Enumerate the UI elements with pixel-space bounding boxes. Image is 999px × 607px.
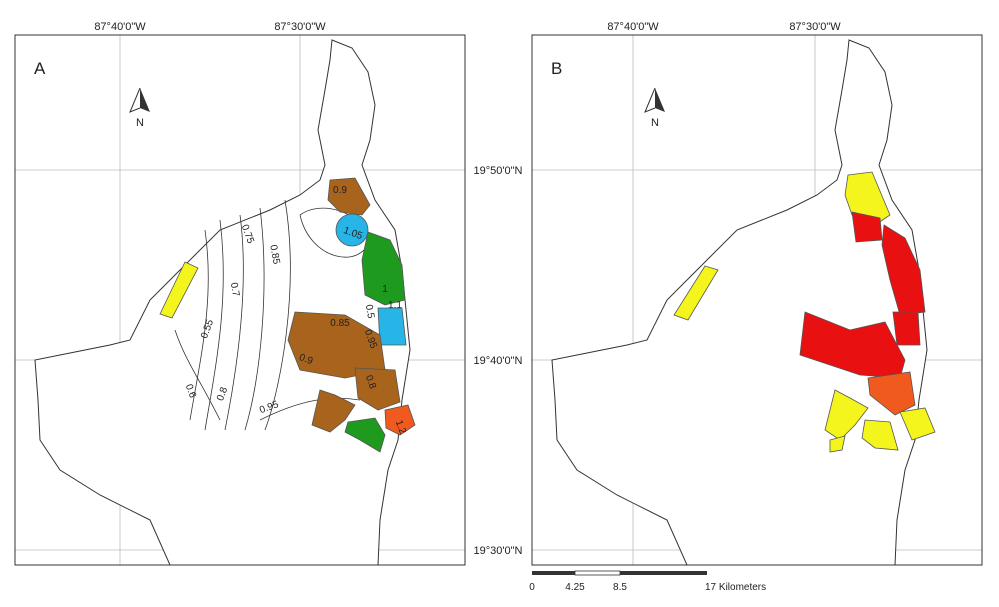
patch: [344, 417, 386, 453]
coastline: [551, 39, 928, 566]
north-label: N: [651, 117, 659, 129]
lat-label: 19°30'0"N: [474, 545, 523, 557]
frame: [14, 34, 466, 566]
contour-label: 0.85: [267, 244, 281, 266]
panel-label: A: [34, 59, 46, 78]
patch: [799, 311, 906, 379]
lon-label: 87°30'0"W: [789, 21, 841, 33]
patch: [899, 407, 936, 441]
patch: [673, 265, 719, 321]
lat-label: 19°50'0"N: [474, 165, 523, 177]
patch: [335, 213, 369, 247]
scale-segment: [532, 571, 575, 575]
contour-label: 1.2: [393, 419, 408, 436]
patch: [159, 261, 199, 319]
scale-label: 4.25: [565, 582, 585, 593]
lat-label: 19°40'0"N: [474, 355, 523, 367]
contour-label: 0.85: [330, 318, 350, 329]
lon-label: 87°40'0"W: [607, 21, 659, 33]
panel-b: B N 87°40'0"W 87°30'0"W: [531, 21, 983, 566]
scale-bar: 0 4.25 8.5 17 Kilometers: [529, 570, 766, 593]
scale-label: 0: [529, 582, 535, 593]
scale-label: 17 Kilometers: [705, 582, 766, 593]
scale-segment: [574, 570, 621, 576]
patch: [867, 371, 916, 416]
patch: [892, 311, 921, 346]
north-label: N: [136, 117, 144, 129]
scale-segment: [620, 571, 707, 575]
patch: [377, 307, 407, 346]
north-arrow: [655, 88, 665, 112]
contour-label: 0.6: [183, 383, 198, 400]
contour-label: 0.9: [297, 352, 314, 367]
panel-a: 0.91.050.750.850.70.550.6 0.80.950.850.95…: [14, 21, 466, 566]
contour-label: 1: [382, 284, 388, 295]
contour-label: 0.7: [228, 282, 241, 298]
patch: [829, 435, 846, 453]
contour-label: 0.5: [363, 304, 376, 320]
patch: [824, 389, 869, 441]
lon-label: 87°30'0"W: [274, 21, 326, 33]
patch: [361, 231, 406, 306]
contour-label: 0.9: [333, 185, 347, 196]
patch: [311, 389, 356, 433]
north-arrow: [644, 87, 656, 113]
contour-label: 1.1: [388, 300, 402, 311]
patch: [851, 211, 883, 243]
contour-label: 0.8: [215, 385, 230, 402]
scale-label: 8.5: [613, 582, 627, 593]
panel-label: B: [551, 59, 562, 78]
patch: [354, 367, 401, 411]
patch: [861, 419, 899, 451]
patch: [384, 404, 416, 436]
frame: [531, 34, 983, 566]
contour-label: 0.8: [363, 374, 378, 391]
north-arrow: [140, 88, 150, 112]
lon-label: 87°40'0"W: [94, 21, 146, 33]
patch: [327, 177, 371, 216]
north-arrow: [129, 87, 141, 113]
